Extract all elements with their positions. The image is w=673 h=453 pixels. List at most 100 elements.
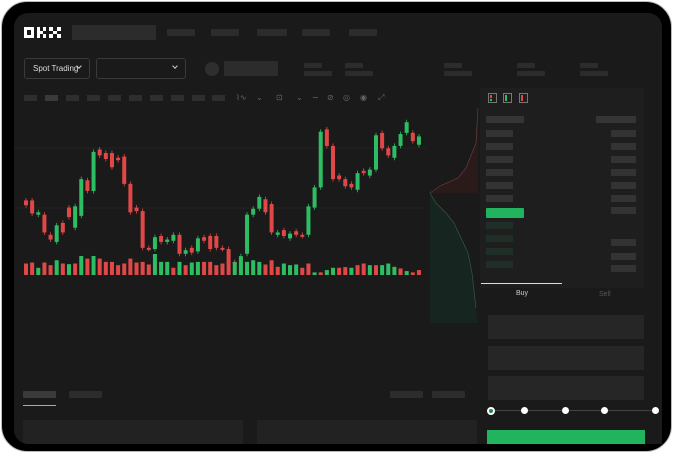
candlestick-chart[interactable] [14, 108, 480, 373]
indicator-icon[interactable]: ⌇∿ [236, 93, 247, 102]
candle [373, 132, 378, 173]
okx-logo[interactable] [24, 27, 62, 38]
slider-step[interactable] [601, 407, 608, 414]
nav-item[interactable] [211, 29, 239, 36]
slider-step[interactable] [652, 407, 659, 414]
candle [337, 173, 342, 182]
orders-card [23, 420, 243, 444]
candle [331, 143, 335, 182]
candle [300, 232, 305, 239]
volume-bar [109, 261, 114, 275]
interval-button[interactable] [192, 95, 205, 101]
candle [281, 227, 286, 239]
volume-bar [79, 255, 84, 275]
candle [171, 232, 176, 244]
settings-icon[interactable]: ⊡ [276, 93, 283, 102]
candle [251, 206, 256, 218]
ask-amount [611, 130, 636, 137]
candle [288, 231, 293, 241]
ask-price [486, 182, 513, 189]
volume-bar [122, 263, 127, 275]
bid-price [486, 222, 513, 229]
slider-step[interactable] [562, 407, 569, 414]
ask-price [486, 130, 513, 137]
nav-item[interactable] [167, 29, 195, 36]
candle [165, 237, 170, 245]
interval-button[interactable] [129, 95, 142, 101]
search-bar[interactable] [72, 25, 156, 40]
buy-tab[interactable]: Buy [516, 290, 529, 297]
candle [392, 143, 397, 161]
tab-history[interactable] [69, 391, 102, 398]
ask-amount [611, 207, 636, 214]
chevron-down-icon [172, 63, 178, 69]
candle [404, 119, 409, 136]
filter-button[interactable] [390, 391, 423, 398]
filter-button[interactable] [432, 391, 465, 398]
interval-button[interactable] [24, 95, 37, 101]
volume-bar [97, 258, 102, 275]
interval-button[interactable] [108, 95, 121, 101]
interval-button[interactable] [171, 95, 184, 101]
depth-chart [429, 108, 479, 323]
interval-button[interactable] [66, 95, 79, 101]
volume-bar [288, 265, 293, 275]
nav-item[interactable] [302, 29, 330, 36]
fullscreen-icon[interactable]: ⤢ [378, 93, 385, 102]
chevron-icon[interactable]: ⌄ [296, 93, 303, 102]
total-input[interactable] [488, 376, 644, 400]
volume-bar [281, 263, 286, 275]
target-icon[interactable]: ◉ [360, 93, 367, 102]
volume-bar [410, 272, 415, 275]
candle [263, 196, 268, 215]
nav-item[interactable] [349, 29, 377, 36]
volume-bar [159, 261, 164, 275]
amount-input[interactable] [488, 346, 644, 370]
orderbook-view-icons[interactable] [488, 93, 532, 103]
volume-bar [392, 266, 397, 275]
pair-name [224, 61, 278, 76]
candle [54, 222, 59, 245]
tab-open-orders[interactable] [23, 391, 56, 398]
slider-step[interactable] [521, 407, 528, 414]
volume-bar [331, 267, 335, 275]
ask-amount [611, 169, 636, 176]
volume-bar [85, 258, 90, 275]
volume-bar [398, 268, 403, 275]
interval-button[interactable] [45, 95, 58, 101]
tab-indicator [23, 405, 56, 406]
ask-price [486, 169, 513, 176]
candle [48, 232, 53, 243]
ask-amount [611, 182, 636, 189]
amount-slider[interactable] [491, 410, 657, 411]
volume-bar [294, 264, 299, 275]
slider-handle[interactable] [487, 407, 495, 415]
candle [269, 201, 274, 235]
volume-bar [146, 264, 151, 275]
candle [312, 184, 317, 211]
candle [159, 233, 164, 245]
camera-icon[interactable]: ◎ [343, 93, 350, 102]
sell-tab[interactable]: Sell [599, 291, 611, 298]
spot-trading-select[interactable]: Spot Trading [24, 58, 90, 79]
pair-select[interactable] [96, 58, 186, 79]
candle [97, 146, 102, 158]
candle [103, 150, 108, 162]
wave-icon[interactable]: ∼ [312, 93, 319, 102]
spot-trading-label: Spot Trading [33, 64, 79, 73]
candle [30, 197, 35, 216]
interval-button[interactable] [150, 95, 163, 101]
chart-type-icon[interactable]: ⌄ [256, 93, 263, 102]
pencil-icon[interactable]: ⊘ [327, 93, 334, 102]
buy-button[interactable] [487, 430, 645, 444]
volume-bar [220, 263, 225, 275]
volume-bar [208, 261, 213, 275]
volume-bar [42, 262, 47, 275]
coin-icon [205, 62, 219, 76]
volume-bar [312, 272, 317, 275]
interval-button[interactable] [87, 95, 100, 101]
volume-bar [367, 265, 372, 275]
interval-button[interactable] [212, 95, 225, 101]
price-input[interactable] [488, 315, 644, 339]
nav-item[interactable] [257, 29, 287, 36]
